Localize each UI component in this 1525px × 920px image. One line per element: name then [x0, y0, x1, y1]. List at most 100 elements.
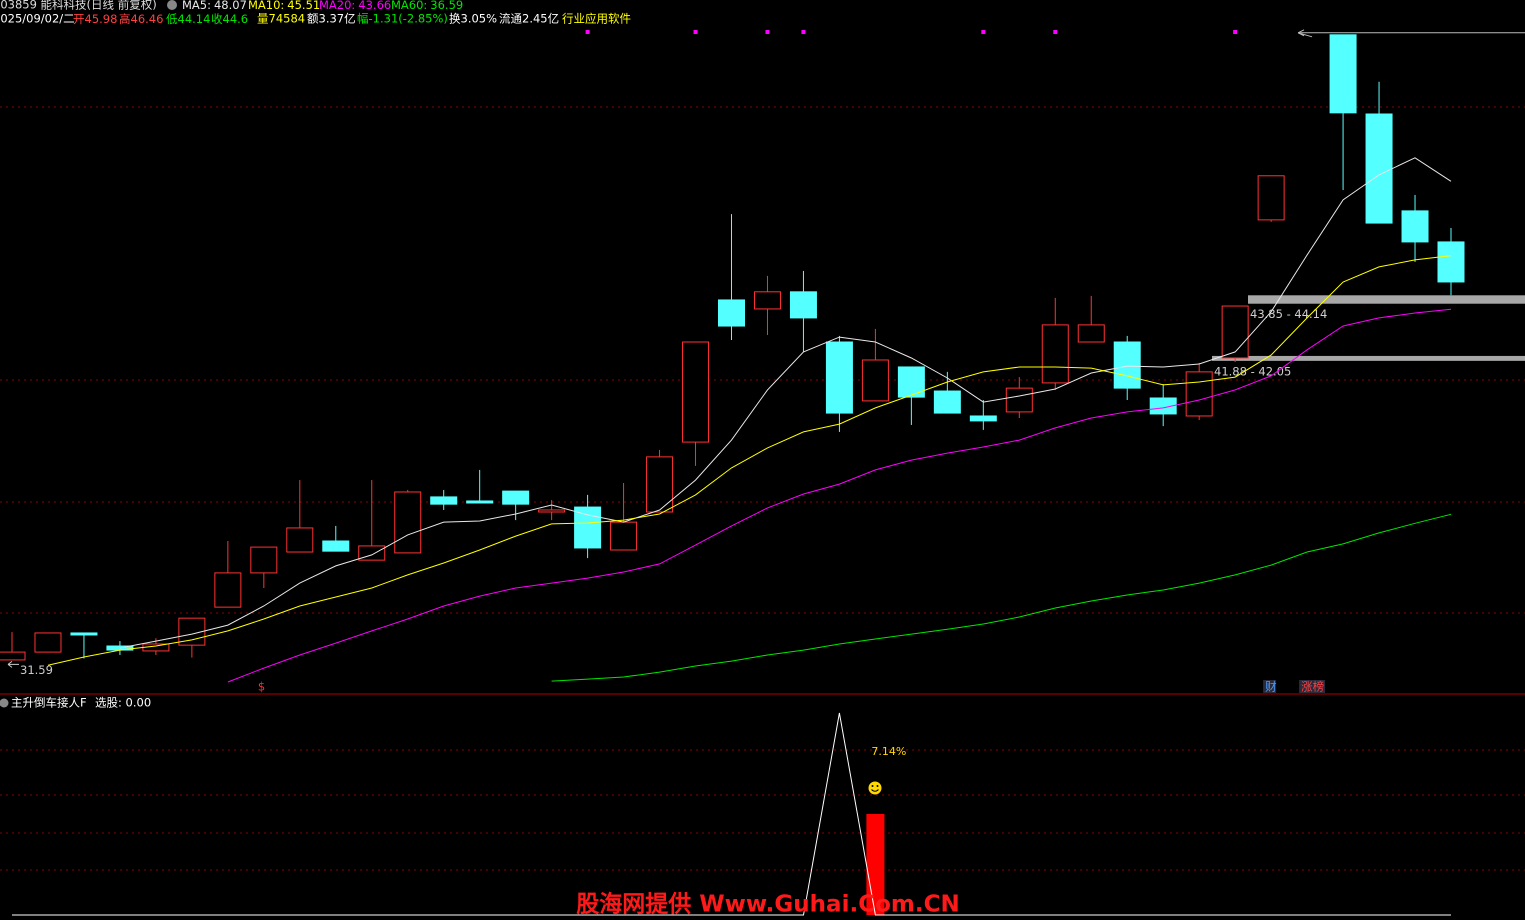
indicator-annotation: 7.14% — [871, 745, 906, 758]
legend-entry: MA10: 45.51 — [248, 0, 320, 12]
indicator-subtitle: 选股: 0.00 — [95, 696, 151, 710]
candle-body — [1185, 371, 1213, 417]
candle-body — [1329, 34, 1357, 114]
legend-entry: MA20: 43.66 — [319, 0, 391, 12]
candle-body — [933, 390, 961, 414]
legend-value: 48.07 — [214, 0, 247, 12]
quote-label: 收 — [211, 12, 223, 26]
candle-body — [1077, 324, 1105, 343]
tag: 财 — [1265, 680, 1277, 694]
tag: $ — [258, 680, 265, 694]
candle-body — [502, 490, 530, 505]
candle-body — [0, 651, 26, 661]
quote-item: 流通2.45亿 — [499, 12, 559, 26]
signal-dot — [801, 30, 806, 34]
tag: 涨榜 — [1301, 680, 1324, 694]
smiley-eye — [871, 785, 874, 787]
ma-line — [227, 308, 1452, 683]
quote-label: 高 — [119, 12, 131, 26]
legend-name: MA10: — [248, 0, 284, 12]
candle-body — [861, 359, 889, 402]
candle-body — [718, 299, 745, 327]
candle-body — [1437, 241, 1465, 283]
quote-item: 量74584 — [257, 12, 305, 26]
low-arrow — [7, 660, 19, 668]
candle-body — [466, 500, 494, 504]
quote-value: 44.14 — [178, 12, 211, 26]
candle-body — [789, 291, 817, 319]
signal-dot — [981, 30, 986, 34]
legend-value: 45.51 — [287, 0, 320, 12]
quote-item: 行业应用软件 — [562, 12, 631, 26]
candle-body — [574, 506, 602, 549]
quote-item: 高46.46 — [119, 12, 163, 26]
price-zone — [1212, 355, 1525, 361]
candle-body — [825, 341, 853, 414]
candle-body — [610, 521, 638, 551]
candle-body — [1257, 175, 1285, 221]
smiley-eye — [876, 785, 879, 787]
candle-body — [646, 456, 674, 513]
tag-box — [1299, 680, 1326, 693]
quote-item: 收44.6 — [211, 12, 248, 26]
quote-value: 45.98 — [85, 12, 118, 26]
candle-body — [538, 509, 566, 513]
candle-body — [394, 491, 422, 554]
candle-body — [34, 632, 62, 653]
candle-body — [1113, 341, 1141, 389]
quote-value: 44.6 — [223, 12, 249, 26]
stock-title: 603859 能科科技(日线 前复权) — [0, 0, 157, 12]
candle-body — [1149, 397, 1177, 415]
legend-value: 43.66 — [358, 0, 391, 12]
quote-item: 2025/09/02/二 — [0, 12, 75, 26]
quote-item: 额3.37亿 — [307, 12, 356, 26]
candle-body — [1401, 210, 1429, 243]
signal-dot — [1053, 30, 1058, 34]
legend-entry: MA5: 48.07 — [182, 0, 247, 12]
settings-icon — [167, 0, 177, 10]
candle-body — [1005, 387, 1033, 413]
quote-value: 46.46 — [131, 12, 164, 26]
quote-label: 低 — [166, 12, 178, 26]
grid — [0, 106, 1525, 871]
candle-body — [250, 546, 278, 574]
quote-item: 幅-1.31(-2.85%) — [357, 12, 448, 26]
candle-body — [430, 496, 458, 505]
watermark: 股海网提供 Www.Guhai.Com.CN — [576, 891, 959, 918]
legend-name: MA5: — [182, 0, 211, 12]
signal-dot — [1233, 30, 1238, 34]
price-zone — [1248, 295, 1525, 304]
indicator-icon — [0, 698, 9, 708]
quote-item: 换3.05% — [449, 12, 497, 26]
indicator-line — [12, 712, 1451, 916]
legend-value: 36.59 — [430, 0, 463, 12]
quote-item: 开45.98 — [73, 12, 117, 26]
ma-line — [119, 157, 1452, 649]
candle-body — [70, 632, 98, 636]
high-arrow — [1297, 29, 1313, 38]
tag-box — [1263, 680, 1277, 693]
candle-body — [214, 572, 242, 608]
quote-label: 开 — [73, 12, 85, 26]
legend-name: MA60: — [391, 0, 427, 12]
candle-body — [1365, 113, 1393, 224]
candle-body — [897, 366, 925, 398]
legend-name: MA20: — [319, 0, 355, 12]
signal-dot — [585, 30, 590, 34]
quote-item: 低44.14 — [166, 12, 210, 26]
candle-body — [1041, 324, 1069, 384]
legend-entry: MA60: 36.59 — [391, 0, 463, 12]
candle-body — [753, 291, 781, 310]
candle-body — [682, 341, 710, 443]
candle-body — [969, 415, 997, 422]
ma-line — [551, 513, 1452, 682]
signal-dot — [693, 30, 698, 34]
indicator-title: 主升倒车接人F — [11, 696, 87, 710]
candle-body — [322, 540, 350, 552]
low-marker: 31.59 — [20, 663, 53, 677]
ma-line — [47, 255, 1452, 666]
smiley-mouth — [871, 789, 879, 792]
